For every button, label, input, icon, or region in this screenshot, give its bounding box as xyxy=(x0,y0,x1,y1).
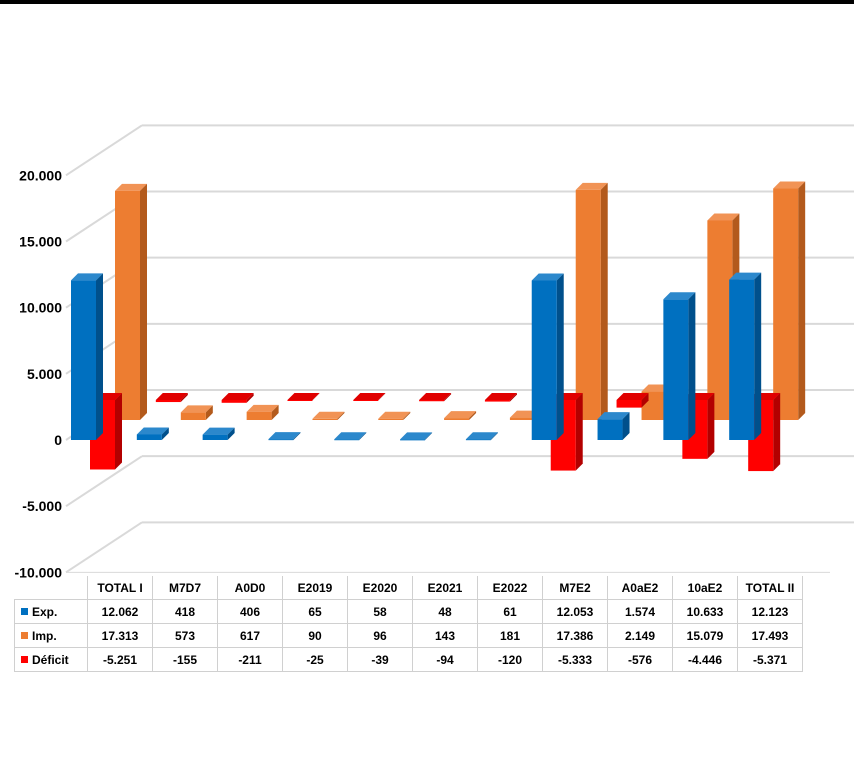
data-value: 17.493 xyxy=(737,623,803,648)
data-table-row: Déficit -5.251 -155 -211 -25 -39 -94 -120 -5.333… xyxy=(14,647,803,672)
data-value: 96 xyxy=(347,623,413,648)
bar-dficit-m7d7 xyxy=(155,393,188,403)
category-label: E2021 xyxy=(412,576,478,600)
data-table-row: Imp. 17.313 573 617 90 96 143 181 17.386 2.149 15.… xyxy=(14,623,803,648)
data-value: 1.574 xyxy=(607,599,673,624)
bar-exp-e2021 xyxy=(400,432,433,441)
bar-exp-e2022 xyxy=(465,432,498,441)
bar-exp-e2020 xyxy=(334,432,367,441)
data-value: -5.251 xyxy=(87,647,153,672)
data-value: 12.053 xyxy=(542,599,608,624)
data-value: -5.371 xyxy=(737,647,803,672)
category-label: E2022 xyxy=(477,576,543,600)
legend-key-icon xyxy=(21,655,28,663)
data-value: 418 xyxy=(152,599,218,624)
bar-exp-m7e2 xyxy=(531,273,564,440)
series-legend-label: Imp. xyxy=(14,623,88,648)
data-table-row: Exp. 12.062 418 406 65 58 48 61 12.053 1.574 10.63… xyxy=(14,599,803,624)
bar-dficit-e2021 xyxy=(419,393,452,402)
category-label: A0D0 xyxy=(217,576,283,600)
y-tick-label: 10.000 xyxy=(19,300,62,316)
category-label: A0aE2 xyxy=(607,576,673,600)
data-value: 48 xyxy=(412,599,478,624)
series-legend-label: Déficit xyxy=(14,647,88,672)
data-value: 617 xyxy=(217,623,283,648)
bar-exp-total-ii xyxy=(729,272,762,440)
legend-key-icon xyxy=(21,607,28,615)
bar-dficit-e2019 xyxy=(287,393,320,401)
data-value: 2.149 xyxy=(607,623,673,648)
data-value: 15.079 xyxy=(672,623,738,648)
data-value: 12.062 xyxy=(87,599,153,624)
bar-exp-total-i xyxy=(71,273,103,440)
y-tick-label: 5.000 xyxy=(27,366,62,382)
data-value: 17.386 xyxy=(542,623,608,648)
data-value: 10.633 xyxy=(672,599,738,624)
bar-imp-m7d7 xyxy=(180,405,213,420)
data-value: -120 xyxy=(477,647,543,672)
gridline-side xyxy=(65,124,143,177)
y-tick-label: 15.000 xyxy=(19,234,62,250)
bars xyxy=(71,181,806,472)
data-table-body: Exp. 12.062 418 406 65 58 48 61 12.053 1.574 10.63… xyxy=(14,599,803,672)
data-value: 61 xyxy=(477,599,543,624)
bar-imp-a0d0 xyxy=(246,404,279,420)
bar-imp-m7e2 xyxy=(575,182,608,420)
data-table: TOTAL I M7D7 A0D0 E2019 E2020 E2021 E2022 M7E2 A… xyxy=(14,576,803,672)
data-value: 90 xyxy=(282,623,348,648)
data-value: 58 xyxy=(347,599,413,624)
data-value: -5.333 xyxy=(542,647,608,672)
y-tick-label: 20.000 xyxy=(19,167,62,183)
bar-exp-m7d7 xyxy=(136,427,169,440)
data-table-corner xyxy=(15,576,88,600)
category-label: E2020 xyxy=(347,576,413,600)
bar-exp-e2019 xyxy=(268,432,301,441)
data-value: -39 xyxy=(347,647,413,672)
top-border xyxy=(0,0,854,4)
gridline-side xyxy=(65,521,143,574)
gridline-side xyxy=(65,455,143,508)
data-value: 181 xyxy=(477,623,543,648)
data-value: 65 xyxy=(282,599,348,624)
y-tick-label: -10.000 xyxy=(15,564,63,580)
data-value: -94 xyxy=(412,647,478,672)
bar-exp-10ae2 xyxy=(663,292,696,440)
y-tick-label: 0 xyxy=(54,432,62,448)
category-label: TOTAL II xyxy=(737,576,803,600)
data-value: -155 xyxy=(152,647,218,672)
bar-dficit-a0ae2 xyxy=(616,393,649,408)
data-value: 17.313 xyxy=(87,623,153,648)
bar-exp-a0ae2 xyxy=(597,412,630,440)
bar-dficit-e2020 xyxy=(353,393,386,401)
data-value: -4.446 xyxy=(672,647,738,672)
data-value: 12.123 xyxy=(737,599,803,624)
data-value: -211 xyxy=(217,647,283,672)
y-tick-label: -5.000 xyxy=(22,498,62,514)
category-label: E2019 xyxy=(282,576,348,600)
data-value: -25 xyxy=(282,647,348,672)
data-value: -576 xyxy=(607,647,673,672)
y-axis-ticks: 20.000 15.000 10.000 5.000 0 -5.000 -10.000 xyxy=(15,167,63,580)
category-label: M7E2 xyxy=(542,576,608,600)
category-label: 10aE2 xyxy=(672,576,738,600)
data-table-header: TOTAL I M7D7 A0D0 E2019 E2020 E2021 E2022 M7E2 A… xyxy=(15,576,803,600)
bar-dficit-a0d0 xyxy=(221,393,254,403)
data-value: 573 xyxy=(152,623,218,648)
bar-exp-a0d0 xyxy=(202,427,235,440)
data-value: 143 xyxy=(412,623,478,648)
bar-dficit-e2022 xyxy=(484,393,517,402)
bar-imp-total-i xyxy=(115,183,147,420)
bar-imp-total-ii xyxy=(773,181,806,420)
data-value: 406 xyxy=(217,599,283,624)
legend-key-icon xyxy=(21,631,28,639)
series-legend-label: Exp. xyxy=(14,599,88,624)
category-label: M7D7 xyxy=(152,576,218,600)
bar-imp-e2019 xyxy=(312,411,345,420)
category-label: TOTAL I xyxy=(87,576,153,600)
bar-imp-e2020 xyxy=(378,411,411,420)
bar-imp-e2021 xyxy=(444,411,477,420)
